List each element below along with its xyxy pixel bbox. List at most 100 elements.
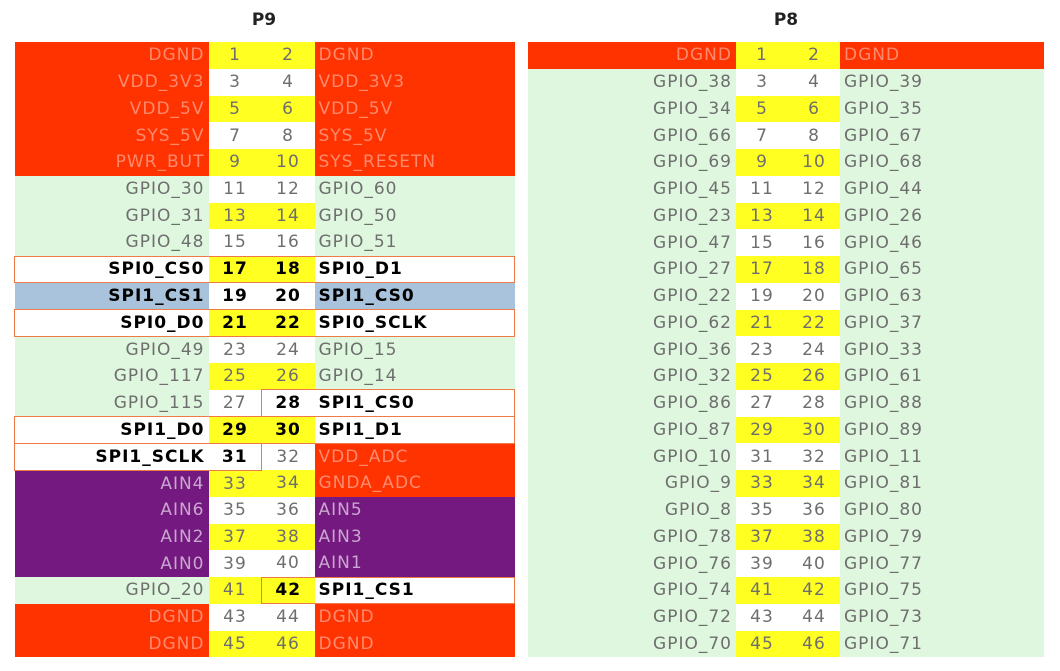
p8-pin-33-label: GPIO_9 [528, 470, 736, 497]
p8-pin-5-label: GPIO_34 [528, 95, 736, 123]
p9-pin-39-label: AIN0 [14, 550, 209, 577]
pin-row: SPI1_CS1 19 20 SPI1_CS0 [14, 282, 515, 310]
pin-row: GPIO_47 15 16 GPIO_46 [528, 229, 1044, 256]
p8-pin-8-label: GPIO_67 [840, 122, 1044, 149]
p8-pin-32-number: 32 [788, 443, 840, 470]
p9-pin-3-number: 3 [208, 68, 262, 96]
p9-pin-45-number: 45 [208, 630, 262, 658]
pin-row: VDD_5V 5 6 VDD_5V [14, 95, 515, 123]
p8-pin-46-label: GPIO_71 [840, 630, 1044, 658]
p8-pin-13-label: GPIO_23 [528, 202, 736, 230]
p9-pin-21-label: SPI0_D0 [14, 309, 209, 337]
p9-pin-25-label: GPIO_117 [14, 363, 209, 390]
p8-pin-30-number: 30 [788, 416, 840, 444]
p8-pin-40-label: GPIO_77 [840, 550, 1044, 577]
p9-pin-21-number: 21 [208, 309, 262, 337]
p8-pin-42-number: 42 [788, 577, 840, 604]
p8-pin-21-number: 21 [736, 309, 788, 337]
p9-pin-11-number: 11 [208, 175, 262, 203]
p9-pin-23-number: 23 [208, 336, 262, 363]
p9-pin-28-label: SPI1_CS0 [314, 389, 515, 417]
p9-pin-44-number: 44 [261, 603, 315, 631]
p9-pin-22-label: SPI0_SCLK [314, 309, 515, 337]
p8-pin-44-number: 44 [788, 603, 840, 631]
p9-pin-35-number: 35 [208, 496, 262, 524]
p9-pin-30-label: SPI1_D1 [314, 416, 515, 444]
p9-pin-38-number: 38 [261, 523, 315, 551]
p8-pin-38-number: 38 [788, 523, 840, 551]
p9-pin-17-label: SPI0_CS0 [14, 255, 209, 284]
p9-pin-1-number: 1 [208, 42, 262, 69]
p8-pin-43-number: 43 [736, 603, 788, 631]
pin-row: GPIO_115 27 28 SPI1_CS0 [14, 389, 515, 417]
p8-header-title: P8 [773, 10, 799, 30]
p8-pin-15-number: 15 [736, 229, 788, 256]
p9-pin-40-number: 40 [261, 550, 315, 577]
pin-row: GPIO_30 11 12 GPIO_60 [14, 175, 515, 203]
p9-pin-10-label: SYS_RESETN [314, 149, 515, 176]
p9-pin-31-label: SPI1_SCLK [14, 443, 209, 471]
p8-pin-39-number: 39 [736, 550, 788, 577]
p8-pin-25-label: GPIO_32 [528, 363, 736, 390]
pin-row: GPIO_38 3 4 GPIO_39 [528, 68, 1044, 96]
p9-pin-41-number: 41 [208, 577, 262, 604]
p9-pin-13-number: 13 [208, 202, 262, 230]
p9-pin-44-label: DGND [314, 603, 515, 631]
p9-pin-15-number: 15 [208, 229, 262, 256]
p8-pin-25-number: 25 [736, 363, 788, 390]
p9-pin-2-number: 2 [261, 42, 315, 69]
p8-pin-10-number: 10 [788, 149, 840, 176]
p9-pin-table: DGND 1 2 DGND VDD_3V3 3 4 VDD_3V3 VDD_5V… [14, 42, 515, 658]
p8-pin-22-label: GPIO_37 [840, 309, 1044, 337]
p9-pin-46-number: 46 [261, 630, 315, 658]
p8-pin-46-number: 46 [788, 630, 840, 658]
p9-pin-15-label: GPIO_48 [14, 229, 209, 256]
p8-pin-29-label: GPIO_87 [528, 416, 736, 444]
p8-pin-37-number: 37 [736, 523, 788, 551]
p8-pin-6-number: 6 [788, 95, 840, 123]
p9-pin-45-label: DGND [14, 630, 209, 658]
pin-row: AIN2 37 38 AIN3 [14, 523, 515, 551]
p8-pin-45-label: GPIO_70 [528, 630, 736, 658]
p8-pin-35-label: GPIO_8 [528, 496, 736, 524]
p9-pin-31-number: 31 [208, 443, 262, 471]
p8-pin-16-number: 16 [788, 229, 840, 256]
p9-pin-33-number: 33 [208, 470, 262, 497]
p8-pin-27-number: 27 [736, 389, 788, 417]
p8-pin-21-label: GPIO_62 [528, 309, 736, 337]
pin-row: AIN0 39 40 AIN1 [14, 550, 515, 577]
p9-pin-10-number: 10 [261, 149, 315, 176]
p8-pin-13-number: 13 [736, 202, 788, 230]
p9-pin-3-label: VDD_3V3 [14, 68, 209, 96]
p9-pin-14-number: 14 [261, 202, 315, 230]
p9-pin-2-label: DGND [314, 42, 515, 69]
p8-pin-7-number: 7 [736, 122, 788, 149]
p9-pin-37-label: AIN2 [14, 523, 209, 551]
pin-row: DGND 45 46 DGND [14, 630, 515, 658]
pin-row: GPIO_76 39 40 GPIO_77 [528, 550, 1044, 577]
p9-pin-8-label: SYS_5V [314, 122, 515, 149]
pin-row: GPIO_27 17 18 GPIO_65 [528, 256, 1044, 283]
p9-pin-19-label: SPI1_CS1 [14, 282, 209, 310]
pin-row: GPIO_34 5 6 GPIO_35 [528, 95, 1044, 123]
p9-pin-23-label: GPIO_49 [14, 336, 209, 363]
p9-pin-34-label: GNDA_ADC [314, 470, 515, 497]
p8-pin-5-number: 5 [736, 95, 788, 123]
p9-pin-7-label: SYS_5V [14, 122, 209, 149]
pin-row: GPIO_9 33 34 GPIO_81 [528, 470, 1044, 497]
p8-pin-40-number: 40 [788, 550, 840, 577]
pin-row: SPI0_D0 21 22 SPI0_SCLK [14, 309, 515, 337]
p9-pin-9-label: PWR_BUT [14, 149, 209, 176]
p9-pin-40-label: AIN1 [314, 550, 515, 577]
pin-row: SPI1_SCLK 31 32 VDD_ADC [14, 443, 515, 471]
p8-pin-19-number: 19 [736, 282, 788, 310]
p9-pin-36-number: 36 [261, 496, 315, 524]
p8-pin-34-label: GPIO_81 [840, 470, 1044, 497]
p9-pin-37-number: 37 [208, 523, 262, 551]
p8-pin-24-number: 24 [788, 336, 840, 363]
p9-pin-1-label: DGND [14, 42, 209, 69]
p8-pin-4-number: 4 [788, 68, 840, 96]
p9-pin-43-number: 43 [208, 603, 262, 631]
p8-pin-23-label: GPIO_36 [528, 336, 736, 363]
pin-row: GPIO_32 25 26 GPIO_61 [528, 363, 1044, 390]
